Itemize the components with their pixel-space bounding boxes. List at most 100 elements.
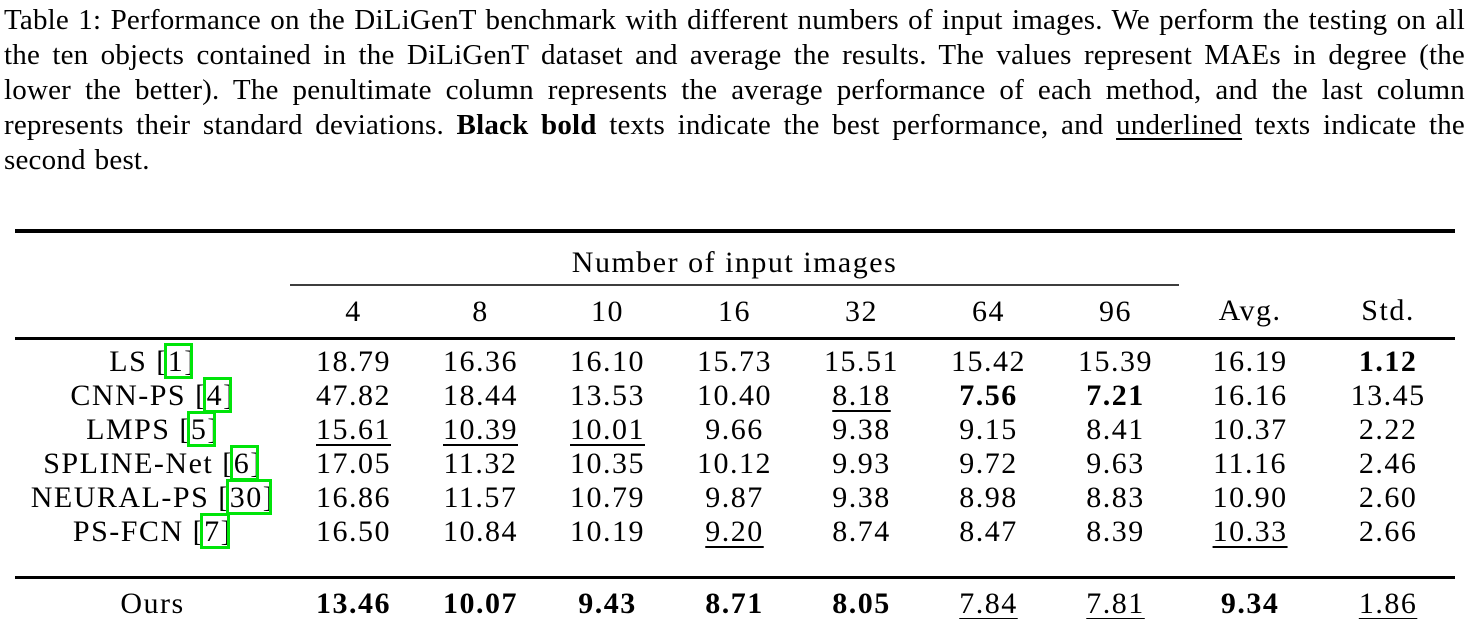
mae-value: 8.18 (832, 379, 891, 412)
mae-value: 2.46 (1358, 447, 1418, 480)
caption-segment: texts indicate the second best. (4, 109, 1465, 176)
mae-value: 16.16 (1212, 379, 1288, 412)
method-label: LS [ (109, 345, 168, 378)
value-cell: 9.15 (925, 413, 1052, 447)
citation-ref: 5 (186, 411, 217, 447)
citation-link-box[interactable] (186, 411, 217, 447)
value-cell: 10.33 (1179, 515, 1321, 578)
table-row: Ours 13.46 10.07 9.43 8.71 8.05 7.84 7.81 9.34 1.… (15, 576, 1456, 619)
results-table: Number of input images 4 8 10 16 32 64 96 Avg. S… (15, 229, 1456, 619)
mae-value: 9.72 (959, 447, 1018, 480)
mae-value: 11.57 (443, 481, 518, 514)
mae-value: 8.39 (1086, 515, 1145, 548)
value-cell: 16.10 (544, 339, 671, 380)
method-label: PS-FCN [ (72, 515, 205, 548)
method-label: LMPS [ (86, 413, 191, 446)
mae-value: 8.71 (705, 587, 764, 619)
value-cell: 11.16 (1179, 447, 1321, 481)
caption-segment: Table 1: Performance on the DiLiGenT ben… (4, 4, 1465, 141)
mae-value: 2.66 (1358, 515, 1418, 548)
mae-value: 13.53 (570, 379, 645, 412)
citation-link-box[interactable] (225, 479, 272, 515)
mae-value: 2.60 (1358, 481, 1418, 514)
mae-value: 15.61 (316, 413, 391, 446)
mae-value: 47.82 (316, 379, 391, 412)
method-label: CNN-PS [ (70, 379, 207, 412)
value-cell: 7.81 (1052, 576, 1180, 619)
citation-link-box[interactable] (202, 377, 233, 413)
value-cell: 47.82 (290, 379, 417, 413)
method-cell: CNN-PS [4] (15, 377, 290, 413)
value-cell: 9.66 (671, 413, 798, 447)
method-label-bracket: ] (250, 447, 262, 480)
mae-value: 1.12 (1358, 345, 1418, 378)
mae-value: 10.01 (570, 413, 645, 446)
mae-value: 13.46 (316, 587, 391, 619)
value-cell: 10.90 (1179, 481, 1321, 515)
method-cell: SPLINE-Net [6] (15, 445, 290, 481)
column-header-64: 64 (925, 285, 1052, 340)
value-cell: 2.46 (1321, 447, 1455, 481)
column-header-16: 16 (671, 285, 798, 340)
value-cell: 16.36 (417, 339, 544, 380)
group-header-row: Number of input images (15, 229, 1456, 286)
value-cell: 13.53 (544, 379, 671, 413)
table-row: LS [1] 18.79 16.36 16.10 15.73 15.51 15.42 15.3… (15, 339, 1455, 380)
mae-value: 18.79 (316, 345, 391, 378)
table-row: SPLINE-Net [6] 17.05 11.32 10.35 10.12 9.93 9.… (15, 445, 1455, 481)
table-row: CNN-PS [4] 47.82 18.44 13.53 10.40 8.18 7.56 7.… (15, 377, 1455, 413)
value-cell: 10.12 (671, 447, 798, 481)
mae-value: 9.38 (832, 481, 891, 514)
mae-value: 10.12 (697, 447, 772, 480)
method-label-bracket: ] (220, 515, 233, 548)
value-cell: 9.93 (798, 447, 925, 481)
mae-value: 2.22 (1358, 413, 1418, 446)
mae-value: 8.74 (832, 515, 891, 548)
mae-value: 11.16 (1213, 447, 1287, 480)
mae-value: 9.15 (959, 413, 1018, 446)
method-label-bracket: ] (207, 413, 219, 446)
mae-value: 10.84 (443, 515, 518, 548)
citation-link-box[interactable] (200, 513, 230, 549)
table-caption: Table 1: Performance on the DiLiGenT ben… (4, 3, 1465, 178)
value-cell: 13.46 (290, 576, 417, 619)
value-cell: 8.71 (671, 576, 798, 619)
mae-value: 8.47 (959, 515, 1018, 548)
value-cell: 8.41 (1052, 413, 1179, 447)
group-header-number-of-input-images: Number of input images (290, 229, 1180, 286)
value-cell: 15.61 (290, 413, 417, 447)
method-label-bracket: ] (262, 481, 275, 514)
value-cell: 10.35 (544, 447, 671, 481)
citation-ref: 1 (163, 343, 194, 379)
value-cell: 15.73 (671, 339, 798, 380)
method-label: SPLINE-Net [ (43, 447, 234, 480)
caption-segment: Black bold (456, 109, 597, 141)
method-label: Ours (120, 587, 185, 619)
method-label-bracket: ] (223, 379, 235, 412)
avg-column-spacer (1179, 229, 1322, 285)
value-cell: 15.42 (925, 339, 1052, 380)
value-cell: 1.12 (1321, 339, 1455, 380)
mae-value: 7.84 (959, 587, 1018, 619)
value-cell: 9.34 (1179, 576, 1322, 619)
method-cell: PS-FCN [7] (15, 513, 290, 578)
citation-link-box[interactable] (229, 445, 260, 481)
value-cell: 16.86 (290, 481, 417, 515)
mae-value: 8.98 (959, 481, 1018, 514)
citation-link-box[interactable] (163, 343, 194, 379)
mae-value: 10.37 (1212, 413, 1288, 446)
value-cell: 9.38 (798, 481, 925, 515)
citation-ref: 7 (200, 513, 230, 549)
method-header-spacer (15, 285, 290, 340)
mae-value: 9.38 (832, 413, 891, 446)
value-cell: 8.39 (1052, 515, 1179, 578)
method-cell: LS [1] (15, 339, 290, 379)
value-cell: 7.56 (925, 379, 1052, 413)
mae-value: 10.07 (443, 587, 518, 619)
mae-value: 8.83 (1086, 481, 1145, 514)
mae-value: 10.79 (570, 481, 645, 514)
mae-value: 16.86 (316, 481, 391, 514)
mae-value: 15.39 (1078, 345, 1154, 378)
mae-value: 7.56 (959, 379, 1018, 412)
table-row: NEURAL-PS [30] 16.86 11.57 10.79 9.87 9.38 8.9… (15, 479, 1455, 515)
